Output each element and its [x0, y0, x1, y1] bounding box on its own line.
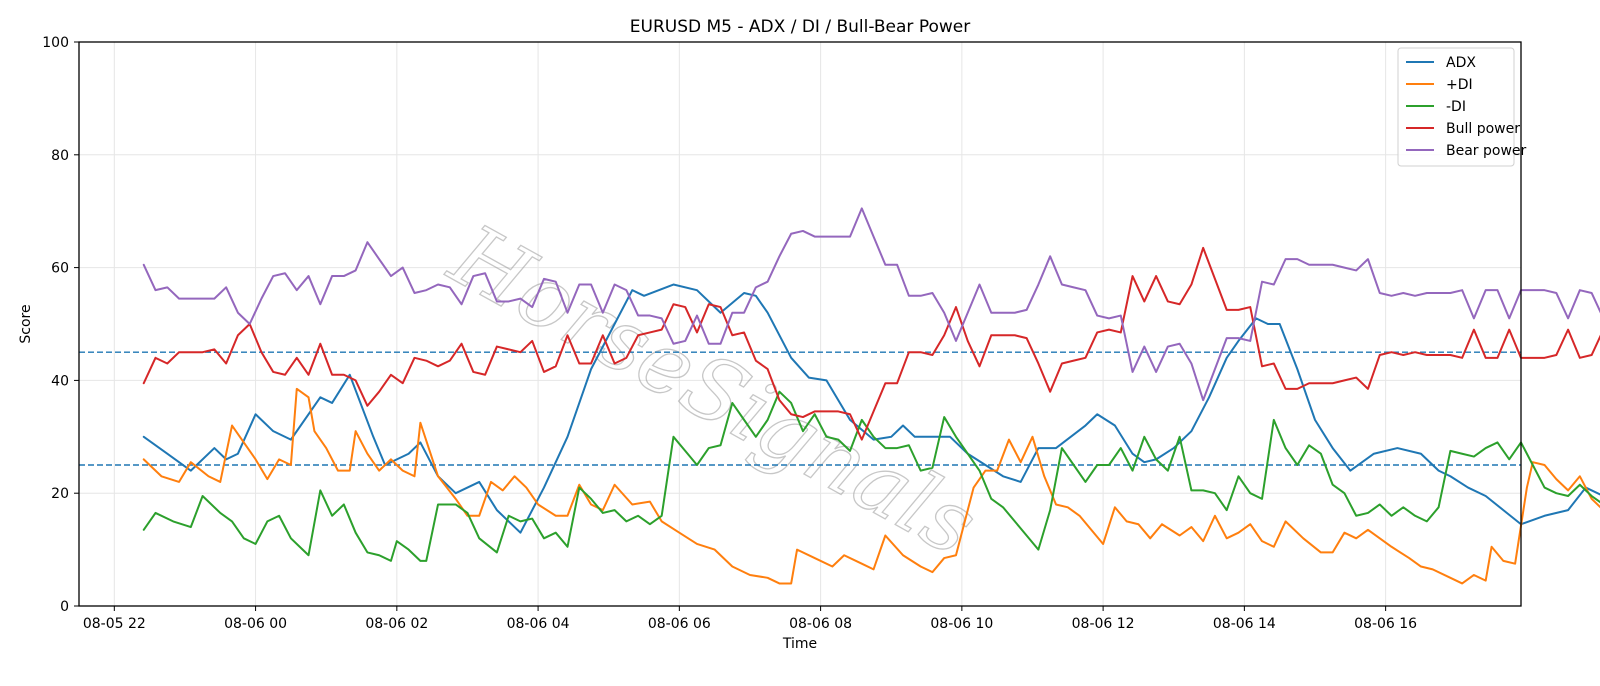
legend: ADX +DI -DI Bull power Bear power: [1397, 47, 1527, 167]
x-tick-label: 08-06 04: [507, 616, 570, 632]
x-tick-label: 08-06 08: [789, 616, 852, 632]
x-axis: 08-05 22 08-06 00 08-06 02 08-06 04 08-06 06…: [83, 606, 1417, 632]
legend-label: Bear power: [1446, 143, 1527, 159]
y-tick-label: 80: [51, 148, 69, 164]
y-axis-title: Score: [18, 304, 34, 343]
y-axis: 0 20 40 60 80 100: [42, 35, 79, 615]
chart-title: EURUSD M5 - ADX / DI / Bull-Bear Power: [630, 17, 970, 37]
series-line-di: [142, 390, 1600, 562]
series-line-bear-power: [142, 207, 1600, 402]
legend-label: +DI: [1446, 77, 1473, 93]
x-tick-label: 08-06 06: [648, 616, 711, 632]
x-tick-label: 08-06 00: [224, 616, 287, 632]
x-tick-label: 08-05 22: [83, 616, 146, 632]
y-tick-label: 0: [60, 599, 69, 615]
series-line-adx: [142, 283, 1600, 534]
legend-box: [1397, 47, 1515, 167]
x-tick-label: 08-06 16: [1354, 616, 1417, 632]
x-tick-label: 08-06 10: [930, 616, 993, 632]
x-tick-label: 08-06 12: [1072, 616, 1135, 632]
x-tick-label: 08-06 14: [1213, 616, 1276, 632]
y-tick-label: 100: [42, 35, 69, 51]
plot-area-frame: [78, 41, 1522, 607]
series-line-bull-power: [142, 246, 1600, 441]
x-tick-label: 08-06 02: [365, 616, 428, 632]
legend-label: ADX: [1446, 55, 1476, 71]
legend-label: -DI: [1446, 99, 1466, 115]
series-line-di: [142, 387, 1600, 585]
y-tick-label: 60: [51, 261, 69, 277]
y-tick-label: 40: [51, 373, 69, 389]
y-tick-label: 20: [51, 486, 69, 502]
series-lines: [142, 207, 1600, 585]
legend-label: Bull power: [1446, 121, 1520, 137]
x-axis-title: Time: [782, 636, 817, 652]
reference-lines: [79, 351, 1521, 466]
